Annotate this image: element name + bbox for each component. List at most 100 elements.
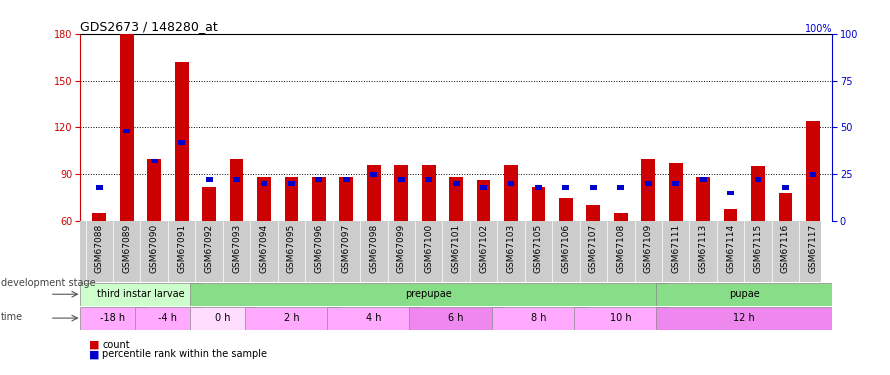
Bar [328,307,420,330]
Bar [574,307,668,330]
Bar [614,213,627,221]
Bar [367,165,381,221]
Text: GSM67098: GSM67098 [369,224,378,273]
Bar [806,121,820,221]
Bar [174,62,189,221]
Text: -4 h: -4 h [158,313,177,323]
Bar [120,34,134,221]
Text: GSM67108: GSM67108 [616,224,626,273]
Text: 8 h: 8 h [530,313,546,323]
Bar [535,185,542,190]
Bar [507,181,514,186]
Text: ■: ■ [89,350,100,359]
Bar [587,206,600,221]
Bar [696,177,710,221]
Text: GSM67100: GSM67100 [425,224,433,273]
Bar [453,181,459,186]
Bar [339,177,353,221]
Text: GSM67106: GSM67106 [562,224,570,273]
Text: 10 h: 10 h [610,313,632,323]
Text: GSM67102: GSM67102 [479,224,488,273]
Text: GSM67092: GSM67092 [205,224,214,273]
Text: GSM67116: GSM67116 [781,224,790,273]
Bar [504,165,518,221]
Text: GSM67111: GSM67111 [671,224,680,273]
Bar [724,209,738,221]
Bar [645,181,651,186]
Text: third instar larvae: third instar larvae [97,289,184,299]
Bar [285,177,298,221]
Bar [178,140,185,145]
Bar [398,177,405,182]
Text: GSM67096: GSM67096 [314,224,323,273]
Text: 100%: 100% [805,24,832,34]
Text: GSM67109: GSM67109 [643,224,652,273]
Bar [80,283,201,306]
Text: GSM67101: GSM67101 [451,224,461,273]
Bar [190,307,255,330]
Text: GSM67093: GSM67093 [232,224,241,273]
Bar [590,185,597,190]
Text: 2 h: 2 h [284,313,299,323]
Text: GSM67095: GSM67095 [287,224,296,273]
Bar [409,307,503,330]
Bar [96,185,102,190]
Bar [288,181,295,186]
Bar [148,159,161,221]
Bar [190,283,668,306]
Text: pupae: pupae [729,289,760,299]
Bar [135,307,201,330]
Text: ■: ■ [89,340,100,350]
Text: GSM67105: GSM67105 [534,224,543,273]
Bar [150,159,158,164]
Bar [261,181,267,186]
Bar [700,177,707,182]
Text: GSM67103: GSM67103 [506,224,515,273]
Bar [206,177,213,182]
Text: GSM67114: GSM67114 [726,224,735,273]
Bar [124,129,130,133]
Text: 4 h: 4 h [366,313,382,323]
Bar [782,185,789,190]
Bar [422,165,435,221]
Text: GSM67094: GSM67094 [260,224,269,273]
Text: 12 h: 12 h [733,313,756,323]
Bar [531,187,546,221]
Text: GSM67088: GSM67088 [95,224,104,273]
Bar [230,159,243,221]
Text: GSM67089: GSM67089 [122,224,131,273]
Text: GSM67097: GSM67097 [342,224,351,273]
Text: time: time [1,312,23,322]
Bar [657,283,832,306]
Bar [618,185,624,190]
Text: GSM67113: GSM67113 [699,224,708,273]
Bar [202,187,216,221]
Bar [779,193,792,221]
Bar [257,177,271,221]
Bar [657,307,832,330]
Bar [233,177,240,182]
Text: 6 h: 6 h [449,313,464,323]
Bar [477,180,490,221]
Bar [669,163,683,221]
Text: percentile rank within the sample: percentile rank within the sample [102,350,267,359]
Bar [80,307,146,330]
Text: 0 h: 0 h [215,313,231,323]
Bar [315,177,322,182]
Bar [751,166,765,221]
Text: -18 h: -18 h [101,313,125,323]
Text: development stage: development stage [1,278,95,288]
Text: GSM67115: GSM67115 [754,224,763,273]
Bar [245,307,338,330]
Bar [562,185,570,190]
Bar [93,213,106,221]
Bar [343,177,350,182]
Text: GSM67091: GSM67091 [177,224,186,273]
Bar [672,181,679,186]
Bar [425,177,433,182]
Bar [810,172,816,177]
Bar [727,190,734,195]
Text: GSM67099: GSM67099 [397,224,406,273]
Text: GSM67090: GSM67090 [150,224,158,273]
Bar [642,159,655,221]
